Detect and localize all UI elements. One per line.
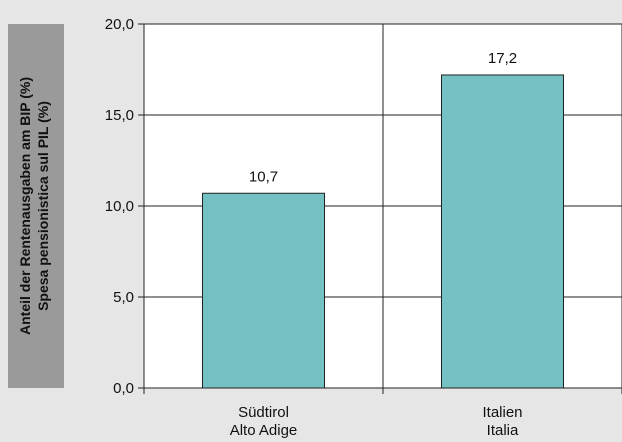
y-tick-labels: 0,0 5,0 10,0 15,0 20,0 bbox=[105, 16, 134, 397]
bar-value-label: 17,2 bbox=[488, 50, 517, 67]
bar bbox=[441, 74, 564, 389]
ylabel-line-1: Anteil der Rentenausgaben am BIP (%) bbox=[17, 77, 33, 335]
bars bbox=[202, 74, 564, 389]
y-tick-label: 5,0 bbox=[113, 289, 134, 306]
y-tick-label: 20,0 bbox=[105, 16, 134, 33]
ylabel-box bbox=[8, 24, 64, 388]
y-tick-label: 0,0 bbox=[113, 380, 134, 397]
x-category-label: Südtirol bbox=[238, 404, 289, 421]
bar-value-label: 10,7 bbox=[249, 168, 278, 185]
ylabel-line-2: Spesa pensionistica sul PIL (%) bbox=[35, 101, 51, 311]
y-tick-label: 15,0 bbox=[105, 107, 134, 124]
x-category-label: Italia bbox=[487, 422, 519, 439]
data-labels: 10,7 17,2 bbox=[249, 50, 517, 185]
x-category-label: Italien bbox=[482, 404, 522, 421]
bar bbox=[202, 192, 325, 389]
y-tick-label: 10,0 bbox=[105, 198, 134, 215]
ylabel: Anteil der Rentenausgaben am BIP (%) Spe… bbox=[17, 77, 51, 335]
x-category-label: Alto Adige bbox=[230, 422, 298, 439]
